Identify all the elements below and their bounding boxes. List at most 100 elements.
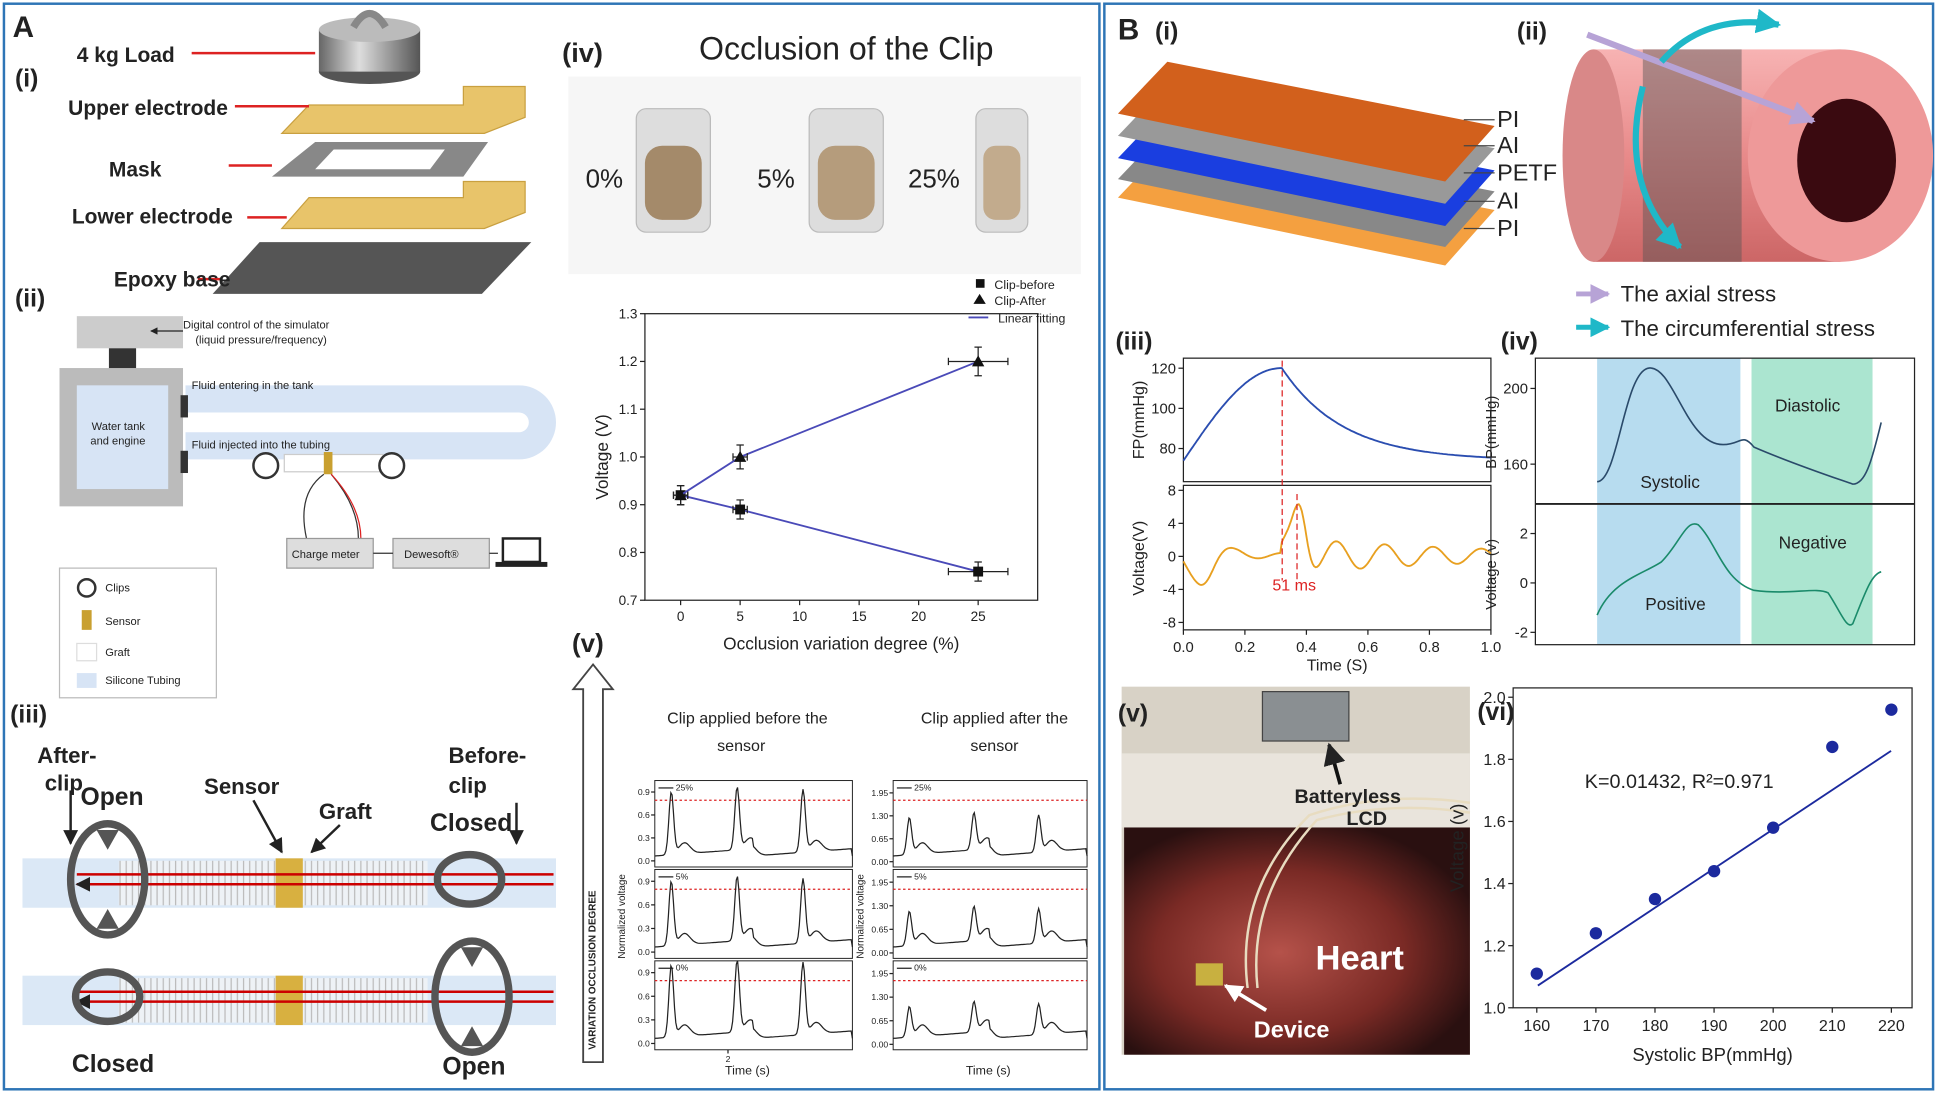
y-tick-label: 0 [1168, 550, 1176, 566]
axis-label: Time (s) [725, 1063, 770, 1077]
legend-label: The circumferential stress [1621, 316, 1875, 341]
sub-label: (vi) [1477, 699, 1514, 726]
device-wrap [1642, 49, 1742, 262]
tubing [185, 385, 557, 460]
y-tick-label: 0.0 [638, 1039, 650, 1049]
tube-top [22, 820, 557, 939]
photo-frame [1121, 753, 1470, 828]
layer-label: Mask [109, 159, 162, 182]
annotation: K=0.01432, R²=0.971 [1585, 771, 1774, 793]
y-tick-label: 0.8 [619, 545, 638, 560]
lumen [1797, 98, 1897, 223]
note: (liquid pressure/frequency) [195, 334, 327, 346]
wire-red [330, 473, 362, 539]
y-axis-label: Voltage(V) [1130, 521, 1148, 596]
wires [303, 473, 360, 539]
region-label: Negative [1779, 532, 1847, 552]
region-label: Systolic [1640, 472, 1700, 492]
point [733, 450, 747, 462]
point [971, 355, 985, 367]
layer-label: Epoxy base [114, 269, 231, 292]
y-tick-label: 0 [1520, 576, 1528, 592]
y-tick-label: 160 [1503, 457, 1528, 473]
y-axis-label: Voltage (V) [592, 414, 612, 500]
y-tick-label: 1.30 [871, 992, 888, 1002]
device [1195, 963, 1223, 986]
y-axis-label: BP(mmHg) [1484, 396, 1500, 469]
clip-window [817, 145, 875, 220]
legend-tubing [76, 673, 97, 688]
axis-label: Normalized voltage [617, 874, 628, 959]
point [1885, 703, 1898, 716]
fp-curve [1182, 367, 1491, 462]
y-tick-label: 1.0 [1483, 999, 1505, 1017]
legend-label: 5% [914, 871, 927, 881]
arrow [1323, 742, 1346, 785]
layer-name: AI [1497, 132, 1519, 158]
layer-name: PETF [1497, 159, 1557, 185]
y-tick-label: 1.2 [619, 354, 638, 369]
layer-label: Upper electrode [68, 97, 228, 120]
y-tick-label: 120 [1151, 361, 1176, 377]
title: Occlusion of the Clip [699, 30, 993, 66]
panel-b-frame [1103, 2, 1935, 1091]
fit-line [680, 360, 979, 496]
layer-label: Lower electrode [72, 206, 233, 229]
y-tick-label: 0.00 [871, 1039, 888, 1049]
controller [76, 316, 184, 349]
axis-label: Normalized voltage [856, 874, 867, 959]
clip-open [431, 937, 513, 1056]
legend-label: Linear fitting [998, 311, 1065, 325]
circ-arrow [1632, 85, 1683, 250]
y-tick-label: -2 [1515, 626, 1528, 642]
sub-label: (i) [1155, 19, 1178, 46]
clip [378, 452, 406, 480]
y-tick-label: 0.9 [638, 968, 650, 978]
layer-name: AI [1497, 188, 1519, 214]
label: Sensor [204, 774, 280, 799]
x-tick-label: 0 [677, 609, 685, 624]
y-tick-label: 1.95 [871, 969, 888, 979]
point [674, 488, 687, 501]
legend-clip [76, 577, 97, 598]
x-tick-label: 1.0 [1481, 640, 1502, 656]
y-tick-label: 200 [1503, 382, 1528, 398]
y-tick-label: 1.0 [619, 450, 638, 465]
graft [283, 453, 384, 473]
sub-label: (iv) [562, 37, 603, 68]
circ-arrow [1659, 8, 1782, 64]
point [1707, 864, 1721, 878]
upper-electrode [280, 85, 526, 135]
y-tick-label: 0.3 [638, 1015, 650, 1025]
y-tick-label: 0.7 [619, 593, 638, 608]
legend-label: The axial stress [1621, 281, 1777, 306]
label: clip [449, 773, 487, 798]
legend-label: Clips [105, 583, 130, 595]
annotation: 51 ms [1272, 576, 1316, 594]
tank [76, 385, 169, 490]
y-tick-label: 1.3 [619, 306, 638, 321]
x-tick-label: 25 [971, 609, 986, 624]
x-axis-label: Systolic BP(mmHg) [1632, 1044, 1792, 1065]
photo-label: Heart [1316, 939, 1405, 977]
y-tick-label: 0.65 [871, 834, 888, 844]
y-tick-label: 0.00 [871, 948, 888, 958]
y-tick-label: 0.00 [871, 857, 888, 867]
clip-closed [433, 850, 506, 908]
label: After- [37, 743, 96, 768]
tube-bottom [22, 937, 557, 1056]
point [1589, 927, 1603, 940]
y-axis-label: Voltage (v) [1447, 804, 1468, 893]
subplot-frame [654, 868, 853, 959]
y-axis-label: Voltage (v) [1484, 539, 1500, 610]
y-tick-label: 0.6 [638, 991, 650, 1001]
x-tick-label: 0.6 [1358, 640, 1379, 656]
heart-photo [1124, 827, 1470, 1055]
y-tick-label: 0.9 [619, 497, 638, 512]
fit-line [680, 494, 979, 573]
box-label: Dewesoft® [404, 549, 459, 561]
y-tick-label: 1.95 [871, 788, 888, 798]
waveform [654, 787, 854, 857]
